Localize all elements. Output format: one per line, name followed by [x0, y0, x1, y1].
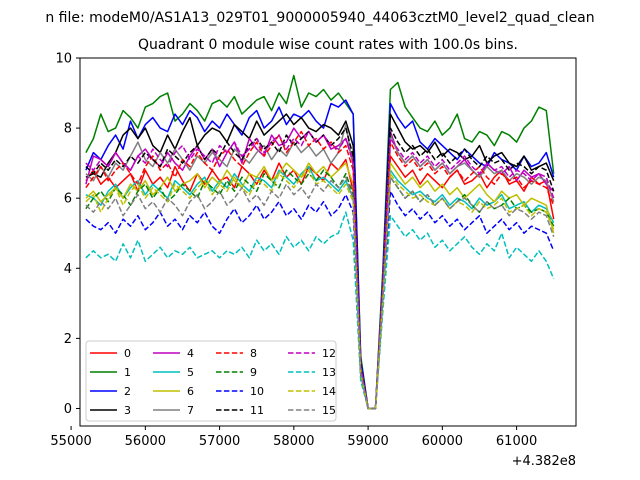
- y-tick-label: 10: [55, 52, 72, 67]
- legend-label-14: 14: [322, 385, 336, 398]
- legend-box: [85, 340, 337, 422]
- y-axis: 0 2 4 6 8 10: [55, 52, 80, 417]
- series-line-14: [85, 169, 555, 410]
- figure-suptitle: n file: modeM0/AS1A13_029T01_9000005940_…: [45, 10, 594, 26]
- series-line-9: [85, 169, 555, 410]
- series-line-8: [85, 130, 555, 410]
- series-line-10: [85, 190, 555, 410]
- x-tick-label: 55000: [50, 434, 91, 449]
- series-line-1: [85, 74, 555, 410]
- legend-label-12: 12: [322, 347, 336, 360]
- legend-label-9: 9: [250, 366, 257, 379]
- legend-label-6: 6: [187, 385, 194, 398]
- legend-label-0: 0: [124, 347, 131, 360]
- series-line-11: [85, 127, 555, 410]
- series-line-6: [85, 162, 555, 410]
- legend-label-15: 15: [322, 404, 336, 417]
- y-tick-label: 6: [64, 192, 72, 207]
- x-axis: 55000 56000 57000 58000 59000 60000 61000: [50, 426, 537, 449]
- x-tick-label: 58000: [273, 434, 314, 449]
- y-tick-label: 8: [64, 122, 72, 137]
- series-line-3: [85, 113, 555, 410]
- chart-title: Quadrant 0 module wise count rates with …: [138, 37, 518, 53]
- series-line-2: [85, 99, 555, 410]
- legend-label-7: 7: [187, 404, 194, 417]
- y-tick-label: 4: [64, 262, 72, 277]
- x-axis-offset-label: +4.382e8: [512, 454, 576, 469]
- series-line-15: [85, 176, 555, 410]
- x-tick-label: 61000: [496, 434, 537, 449]
- series-line-12: [85, 130, 555, 410]
- legend-label-5: 5: [187, 366, 194, 379]
- legend-label-11: 11: [250, 404, 264, 417]
- legend-label-8: 8: [250, 347, 257, 360]
- series-line-13: [85, 211, 555, 410]
- legend-label-13: 13: [322, 366, 336, 379]
- plot-area: [85, 74, 555, 410]
- legend-label-3: 3: [124, 404, 131, 417]
- x-tick-label: 57000: [199, 434, 240, 449]
- y-tick-label: 0: [64, 402, 72, 417]
- y-tick-label: 2: [64, 332, 72, 347]
- legend-label-10: 10: [250, 385, 264, 398]
- legend-label-2: 2: [124, 385, 131, 398]
- x-tick-label: 59000: [347, 434, 388, 449]
- x-tick-label: 56000: [125, 434, 166, 449]
- legend-label-1: 1: [124, 366, 131, 379]
- axes-frame: [79, 57, 577, 427]
- x-tick-label: 60000: [422, 434, 463, 449]
- legend-label-4: 4: [187, 347, 194, 360]
